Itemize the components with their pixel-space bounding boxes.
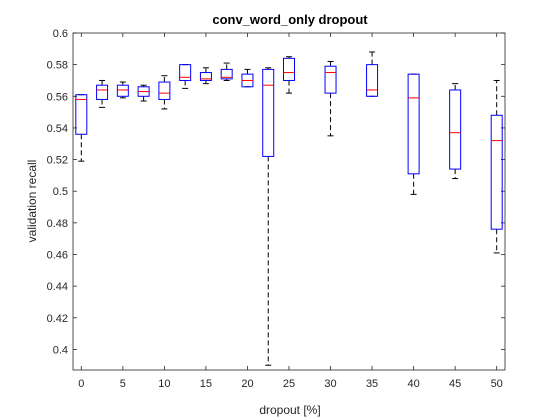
y-tick-label: 0.6 (53, 28, 68, 40)
box (75, 94, 88, 135)
y-tick-label: 0.58 (47, 60, 68, 72)
plot-area: 0.4 0.42 0.44 0.46 0.48 0.5 0.52 0.54 0.56 0.58 0.… (47, 28, 506, 390)
y-tick-label: 0.52 (47, 155, 68, 167)
y-tick-label: 0.46 (47, 250, 68, 262)
box (262, 68, 275, 157)
y-tick-label: 0.42 (47, 313, 68, 325)
x-tick-label: 40 (407, 378, 419, 390)
box (324, 65, 337, 94)
box (158, 81, 171, 100)
x-tick-label: 5 (120, 378, 126, 390)
x-tick-label: 15 (200, 378, 212, 390)
x-tick-label: 45 (449, 378, 461, 390)
y-axis-label: validation recall (25, 160, 39, 243)
y-tick-label: 0.4 (53, 344, 68, 356)
box (199, 72, 212, 81)
y-tick-label: 0.44 (47, 281, 68, 293)
box (220, 68, 233, 80)
box (407, 73, 420, 175)
box (179, 64, 192, 81)
y-tick-label: 0.48 (47, 218, 68, 230)
box (96, 84, 109, 100)
box (449, 89, 462, 170)
x-tick-label: 10 (158, 378, 170, 390)
x-tick-label: 25 (283, 378, 295, 390)
x-tick-label: 30 (324, 378, 336, 390)
box (283, 57, 295, 81)
box (490, 114, 503, 230)
x-tick-label: 20 (241, 378, 253, 390)
x-tick-label: 35 (366, 378, 378, 390)
x-axis-label: dropout [%] (259, 403, 320, 417)
x-tick-label: 0 (78, 378, 84, 390)
x-tick-label: 50 (491, 378, 503, 390)
y-tick-label: 0.5 (53, 186, 68, 198)
chart-title: conv_word_only dropout (212, 12, 368, 27)
box (116, 84, 129, 97)
y-tick-label: 0.56 (47, 91, 68, 103)
box (366, 64, 379, 97)
y-tick-label: 0.54 (47, 123, 68, 135)
